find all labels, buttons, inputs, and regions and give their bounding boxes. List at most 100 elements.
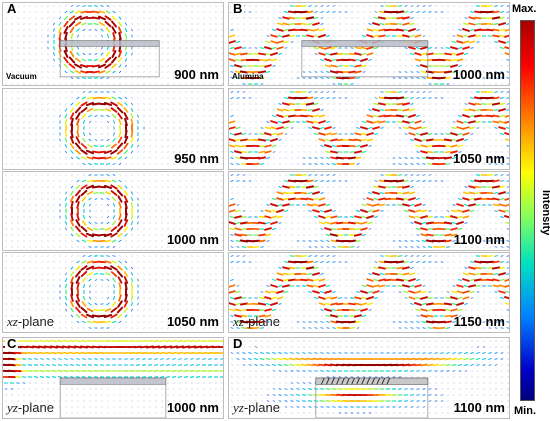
field-arrow	[70, 307, 74, 313]
field-arrow	[40, 358, 44, 360]
field-arrow	[282, 272, 290, 276]
field-arrow	[427, 162, 433, 166]
field-arrow	[131, 77, 133, 79]
field-arrow	[65, 91, 67, 93]
field-arrow	[475, 23, 481, 25]
field-arrow	[19, 345, 29, 349]
field-arrow	[103, 102, 113, 106]
field-arrow	[116, 270, 124, 278]
field-arrow	[149, 320, 151, 324]
field-arrow	[17, 246, 19, 248]
field-arrow	[149, 174, 151, 176]
field-arrow	[450, 64, 458, 68]
field-arrow	[191, 96, 193, 100]
field-arrow	[360, 290, 368, 294]
field-arrow	[80, 189, 88, 197]
field-arrow	[325, 302, 331, 306]
panel-b-row2: 1050 nm	[228, 88, 510, 170]
field-arrow	[443, 302, 453, 306]
field-arrow	[74, 63, 82, 69]
field-arrow	[124, 51, 128, 57]
field-arrow	[59, 5, 61, 7]
field-arrow	[320, 309, 324, 311]
field-arrow	[421, 290, 427, 294]
field-arrow	[88, 246, 92, 248]
field-arrow	[58, 26, 62, 34]
field-arrow	[354, 302, 362, 306]
field-arrow	[35, 10, 37, 14]
field-arrow	[76, 213, 80, 221]
field-arrow	[149, 227, 151, 231]
field-arrow	[410, 267, 414, 269]
field-arrow	[130, 130, 134, 138]
field-arrow	[47, 260, 49, 264]
field-arrow	[415, 215, 421, 219]
field-arrow	[416, 234, 420, 236]
field-arrow	[205, 345, 215, 349]
field-arrow	[29, 239, 31, 243]
field-arrow	[378, 179, 386, 183]
field-arrow	[130, 272, 134, 276]
field-arrow	[88, 221, 92, 225]
field-arrow	[143, 272, 145, 276]
field-arrow	[106, 83, 110, 85]
field-arrow	[59, 327, 61, 329]
field-arrow	[235, 302, 241, 306]
field-arrow	[23, 179, 25, 183]
field-arrow	[159, 339, 165, 343]
field-arrow	[155, 179, 157, 183]
field-arrow	[326, 91, 330, 93]
field-arrow	[117, 313, 123, 319]
field-arrow	[124, 240, 128, 242]
field-arrow	[59, 97, 61, 99]
field-arrow	[39, 369, 45, 373]
field-arrow	[11, 83, 13, 85]
field-arrow	[76, 294, 80, 302]
field-arrow	[330, 215, 338, 219]
field-arrow	[143, 180, 145, 182]
field-arrow	[258, 239, 266, 243]
field-arrow	[165, 369, 171, 373]
field-arrow	[485, 96, 495, 100]
field-arrow	[123, 195, 129, 203]
field-arrow	[92, 96, 100, 100]
field-arrow	[59, 138, 61, 142]
field-arrow	[404, 240, 408, 242]
field-arrow	[410, 97, 414, 99]
field-arrow	[23, 156, 25, 160]
field-arrow	[41, 254, 43, 258]
field-arrow	[63, 50, 69, 58]
field-arrow	[506, 145, 509, 147]
field-arrow	[105, 272, 111, 276]
field-arrow	[88, 197, 92, 201]
field-arrow	[149, 156, 151, 160]
field-arrow	[189, 339, 195, 343]
field-arrow	[137, 221, 139, 225]
field-arrow	[356, 291, 360, 293]
field-arrow	[348, 58, 356, 62]
field-arrow	[312, 209, 320, 213]
field-arrow	[408, 215, 416, 219]
field-arrow	[397, 121, 403, 123]
field-arrow	[283, 126, 289, 130]
field-arrow	[282, 102, 290, 106]
field-arrow	[506, 321, 509, 323]
field-arrow	[259, 296, 265, 300]
field-arrow	[47, 191, 49, 195]
field-arrow	[125, 255, 127, 257]
field-arrow	[62, 351, 70, 355]
field-arrow	[47, 150, 49, 154]
field-arrow	[199, 345, 209, 349]
field-arrow	[235, 41, 241, 43]
field-arrow	[76, 201, 80, 209]
field-arrow	[104, 239, 112, 243]
field-arrow	[59, 163, 61, 165]
field-arrow	[314, 97, 318, 99]
field-arrow	[112, 77, 116, 79]
field-arrow	[457, 132, 463, 136]
field-arrow	[69, 50, 75, 58]
field-arrow	[82, 202, 86, 208]
field-arrow	[426, 58, 434, 62]
field-arrow	[65, 255, 67, 257]
field-arrow	[23, 4, 25, 8]
